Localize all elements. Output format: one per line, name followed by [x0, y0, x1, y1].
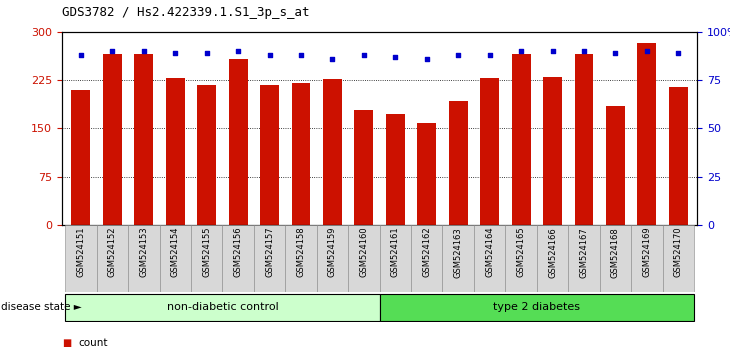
Point: [390, 54, 402, 60]
Text: GSM524170: GSM524170: [674, 227, 683, 278]
Bar: [260, 85, 279, 225]
Bar: [449, 101, 468, 225]
FancyBboxPatch shape: [380, 293, 694, 321]
Point: [201, 50, 212, 56]
Point: [295, 52, 307, 58]
Text: GSM524165: GSM524165: [517, 227, 526, 278]
Point: [484, 52, 496, 58]
Text: ■: ■: [62, 338, 72, 348]
Text: disease state ►: disease state ►: [1, 302, 82, 312]
FancyBboxPatch shape: [160, 225, 191, 292]
Point: [421, 56, 433, 62]
Point: [75, 52, 87, 58]
Text: non-diabetic control: non-diabetic control: [166, 302, 278, 312]
Point: [610, 50, 621, 56]
Text: GSM524160: GSM524160: [359, 227, 369, 278]
Text: GSM524158: GSM524158: [296, 227, 305, 278]
Bar: [197, 85, 216, 225]
Bar: [166, 78, 185, 225]
FancyBboxPatch shape: [568, 225, 599, 292]
Point: [515, 48, 527, 54]
Text: type 2 diabetes: type 2 diabetes: [493, 302, 580, 312]
Bar: [637, 43, 656, 225]
Text: GSM524168: GSM524168: [611, 227, 620, 278]
Point: [358, 52, 369, 58]
Bar: [355, 110, 373, 225]
FancyBboxPatch shape: [537, 225, 568, 292]
Point: [138, 48, 150, 54]
Bar: [480, 78, 499, 225]
Bar: [134, 55, 153, 225]
FancyBboxPatch shape: [348, 225, 380, 292]
Point: [264, 52, 275, 58]
FancyBboxPatch shape: [223, 225, 254, 292]
FancyBboxPatch shape: [317, 225, 348, 292]
Text: GSM524155: GSM524155: [202, 227, 211, 277]
Point: [641, 48, 653, 54]
FancyBboxPatch shape: [65, 293, 380, 321]
Bar: [291, 83, 310, 225]
Bar: [512, 55, 531, 225]
FancyBboxPatch shape: [411, 225, 442, 292]
Text: GSM524156: GSM524156: [234, 227, 242, 278]
Bar: [103, 55, 122, 225]
Bar: [228, 59, 247, 225]
Text: GSM524154: GSM524154: [171, 227, 180, 277]
Bar: [418, 123, 437, 225]
Text: GSM524164: GSM524164: [485, 227, 494, 278]
Text: GDS3782 / Hs2.422339.1.S1_3p_s_at: GDS3782 / Hs2.422339.1.S1_3p_s_at: [62, 6, 310, 19]
Point: [232, 48, 244, 54]
Text: GSM524161: GSM524161: [391, 227, 400, 278]
Text: GSM524159: GSM524159: [328, 227, 337, 277]
FancyBboxPatch shape: [631, 225, 663, 292]
FancyBboxPatch shape: [191, 225, 223, 292]
FancyBboxPatch shape: [128, 225, 160, 292]
FancyBboxPatch shape: [474, 225, 505, 292]
Point: [326, 56, 338, 62]
Text: GSM524151: GSM524151: [77, 227, 85, 277]
FancyBboxPatch shape: [380, 225, 411, 292]
Point: [547, 48, 558, 54]
Point: [169, 50, 181, 56]
Point: [453, 52, 464, 58]
FancyBboxPatch shape: [285, 225, 317, 292]
FancyBboxPatch shape: [505, 225, 537, 292]
Point: [672, 50, 684, 56]
Text: GSM524166: GSM524166: [548, 227, 557, 278]
Text: count: count: [78, 338, 107, 348]
Bar: [669, 86, 688, 225]
Text: GSM524152: GSM524152: [108, 227, 117, 277]
Text: GSM524169: GSM524169: [642, 227, 651, 278]
Bar: [606, 106, 625, 225]
Point: [578, 48, 590, 54]
Bar: [386, 114, 404, 225]
FancyBboxPatch shape: [254, 225, 285, 292]
FancyBboxPatch shape: [599, 225, 631, 292]
Bar: [543, 77, 562, 225]
Text: GSM524167: GSM524167: [580, 227, 588, 278]
Point: [107, 48, 118, 54]
Text: GSM524153: GSM524153: [139, 227, 148, 278]
FancyBboxPatch shape: [442, 225, 474, 292]
Text: GSM524163: GSM524163: [454, 227, 463, 278]
Bar: [323, 79, 342, 225]
Bar: [72, 90, 91, 225]
Bar: [575, 55, 593, 225]
FancyBboxPatch shape: [663, 225, 694, 292]
FancyBboxPatch shape: [65, 225, 96, 292]
FancyBboxPatch shape: [96, 225, 128, 292]
Text: GSM524157: GSM524157: [265, 227, 274, 278]
Text: GSM524162: GSM524162: [422, 227, 431, 278]
